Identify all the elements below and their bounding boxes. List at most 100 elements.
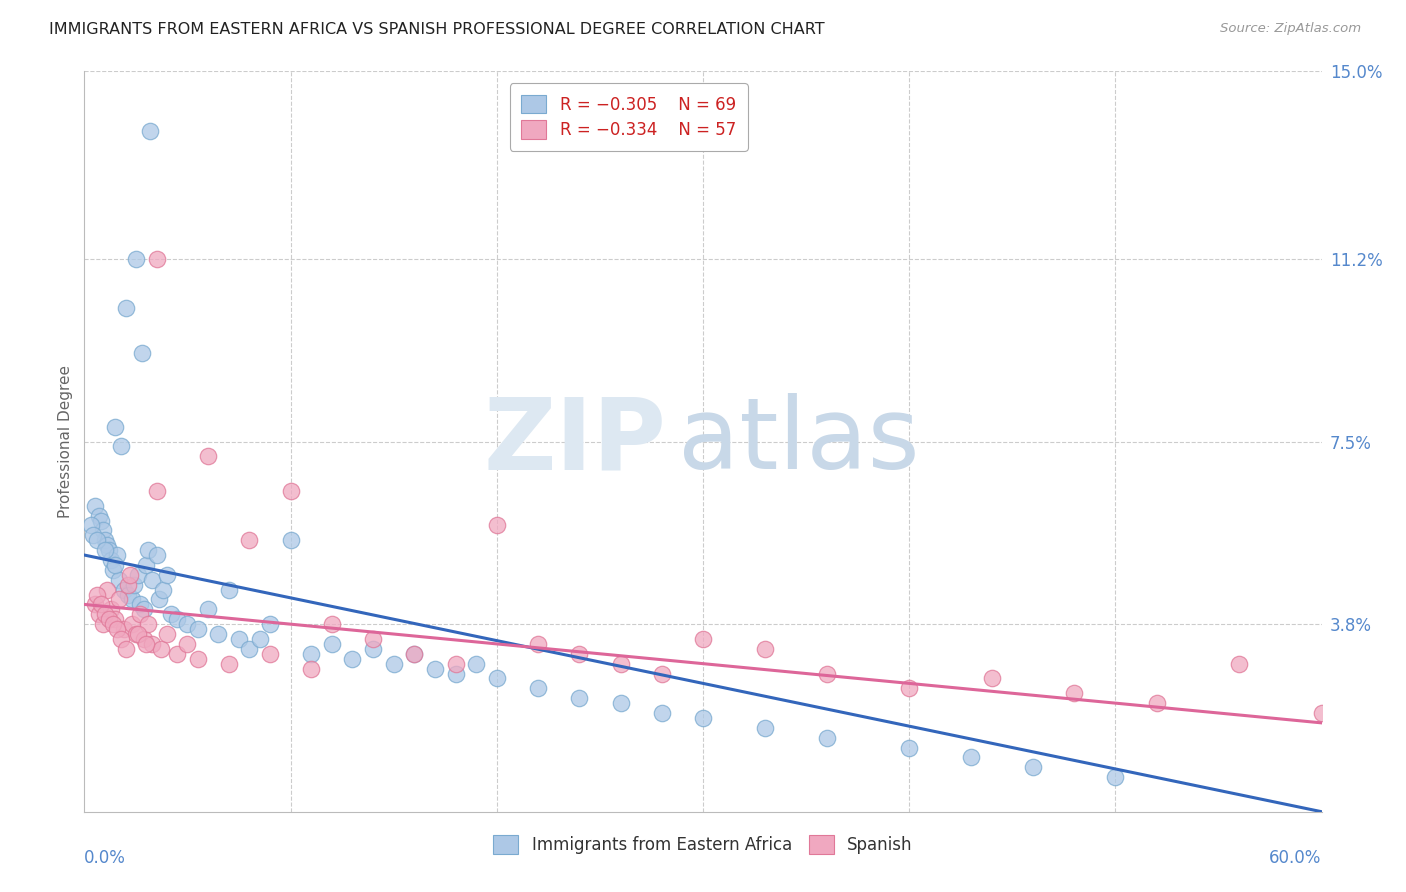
Point [160,607,183,622]
Point [815,666,838,681]
Point [136,543,159,558]
Point [145,548,167,562]
Point [207,627,229,641]
Point [136,617,159,632]
Point [815,731,838,745]
Point [321,617,343,632]
Point [423,662,446,676]
Point [122,577,145,591]
Point [1104,770,1126,784]
Point [651,666,673,681]
Point [259,617,281,632]
Point [134,632,156,646]
Point [117,577,139,591]
Point [404,647,426,661]
Point [568,647,591,661]
Point [156,627,179,641]
Point [129,598,152,612]
Point [197,602,219,616]
Point [82,528,104,542]
Point [218,582,240,597]
Point [485,518,508,533]
Point [90,598,112,612]
Point [444,666,467,681]
Point [898,681,921,696]
Point [91,524,114,538]
Point [527,637,550,651]
Point [980,672,1002,686]
Text: ZIP: ZIP [484,393,666,490]
Point [105,548,128,562]
Point [117,588,139,602]
Point [87,508,110,523]
Point [176,617,198,632]
Point [321,637,343,651]
Point [382,657,405,671]
Point [94,533,117,548]
Point [104,558,127,572]
Point [960,750,983,764]
Point [105,622,128,636]
Point [228,632,250,646]
Point [527,681,550,696]
Point [692,632,714,646]
Point [1227,657,1250,671]
Point [1063,686,1085,700]
Point [118,567,141,582]
Point [1022,760,1045,774]
Point [103,617,125,632]
Point [112,582,135,597]
Point [100,553,122,567]
Point [898,740,921,755]
Point [145,252,167,266]
Point [127,567,149,582]
Point [79,518,101,533]
Point [249,632,271,646]
Point [103,563,125,577]
Point [141,637,163,651]
Point [114,641,136,656]
Point [98,612,121,626]
Point [98,543,121,558]
Point [141,573,163,587]
Point [135,558,157,572]
Text: atlas: atlas [678,393,920,490]
Point [104,612,127,626]
Point [609,696,631,710]
Point [485,672,508,686]
Point [404,647,426,661]
Point [187,622,209,636]
Point [238,533,260,548]
Point [96,538,118,552]
Point [692,711,714,725]
Point [465,657,488,671]
Point [361,641,384,656]
Point [86,588,108,602]
Point [125,627,148,641]
Point [96,582,118,597]
Point [197,450,219,464]
Point [100,602,122,616]
Point [1146,696,1168,710]
Point [754,641,776,656]
Point [86,533,108,548]
Text: Source: ZipAtlas.com: Source: ZipAtlas.com [1220,22,1361,36]
Point [83,499,105,513]
Point [108,592,131,607]
Point [110,440,132,454]
Point [108,573,131,587]
Point [218,657,240,671]
Point [129,607,152,622]
Point [152,582,174,597]
Point [131,345,153,359]
Point [121,617,143,632]
Point [609,657,631,671]
Point [121,592,143,607]
Point [299,662,322,676]
Point [94,543,117,558]
Point [149,641,172,656]
Point [114,301,136,316]
Point [110,632,132,646]
Point [166,647,188,661]
Point [176,637,198,651]
